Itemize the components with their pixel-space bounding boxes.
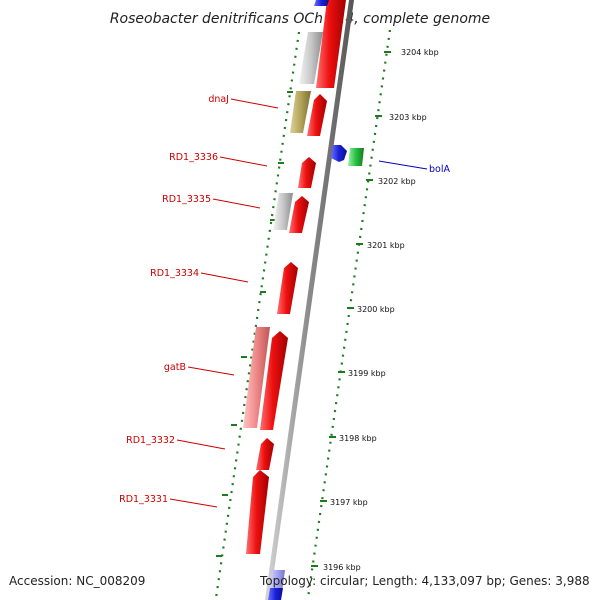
gene-label-gatb: gatB <box>164 362 186 373</box>
gene-feature-rd1-3332 <box>256 438 274 470</box>
accession-footer: Accession: NC_008209 <box>9 574 146 588</box>
gene-labels: dnaJ RD1_3336 RD1_3335 RD1_3334 gatB RD1… <box>119 94 450 505</box>
leader-rd1-3331 <box>169 498 218 508</box>
scale-label-3203: 3203 kbp <box>389 113 427 122</box>
leader-rd1-3334 <box>200 272 249 283</box>
leader-rd1-3335 <box>212 198 261 209</box>
scale-labels: 3204 kbp 3203 kbp 3202 kbp 3201 kbp 3200… <box>323 48 439 572</box>
gene-label-rd1-3335: RD1_3335 <box>162 194 211 205</box>
map-title: Roseobacter denitrificans OCh 114, compl… <box>110 11 490 27</box>
leader-bola <box>378 160 428 170</box>
scale-label-3197: 3197 kbp <box>330 498 368 507</box>
gene-feature <box>243 327 270 428</box>
scale-label-3198: 3198 kbp <box>339 434 377 443</box>
gene-feature-rd1-3334 <box>277 262 298 314</box>
leader-rd1-3336 <box>219 156 268 167</box>
gene-label-rd1-3331: RD1_3331 <box>119 494 168 505</box>
gene-feature <box>331 145 347 162</box>
gene-label-leaders <box>169 98 428 508</box>
leader-gatb <box>187 366 235 376</box>
gene-feature <box>299 32 323 84</box>
scale-label-3201: 3201 kbp <box>367 241 405 250</box>
genome-backbone <box>265 0 354 600</box>
gene-feature <box>268 588 283 600</box>
scale-ticks <box>311 51 391 567</box>
gene-label-dnaj: dnaJ <box>208 94 229 105</box>
gene-feature-rd1-3331 <box>246 470 269 554</box>
gene-feature-dnaj <box>290 91 311 133</box>
scale-label-3202: 3202 kbp <box>378 177 416 186</box>
gene-feature-bola <box>348 148 364 166</box>
scale-label-3204: 3204 kbp <box>401 48 439 57</box>
gene-features <box>243 0 364 600</box>
gene-feature-rd1-3336 <box>298 157 316 188</box>
left-ticks <box>216 91 293 557</box>
scale-label-3199: 3199 kbp <box>348 369 386 378</box>
gene-feature <box>307 94 327 136</box>
scale-label-3196: 3196 kbp <box>323 563 361 572</box>
gene-label-rd1-3334: RD1_3334 <box>150 268 199 279</box>
gene-feature <box>273 193 293 230</box>
scale-label-3200: 3200 kbp <box>357 305 395 314</box>
topology-footer: Topology: circular; Length: 4,133,097 bp… <box>260 574 590 588</box>
gene-feature-rd1-3335 <box>289 196 309 233</box>
gene-label-bola: bolA <box>429 164 450 175</box>
gene-label-rd1-3336: RD1_3336 <box>169 152 218 163</box>
gene-feature <box>316 0 346 88</box>
leader-rd1-3332 <box>176 439 226 450</box>
gene-feature <box>314 0 329 6</box>
gene-label-rd1-3332: RD1_3332 <box>126 435 175 446</box>
gene-feature-gatb <box>260 331 288 430</box>
leader-dnaj <box>230 98 279 109</box>
